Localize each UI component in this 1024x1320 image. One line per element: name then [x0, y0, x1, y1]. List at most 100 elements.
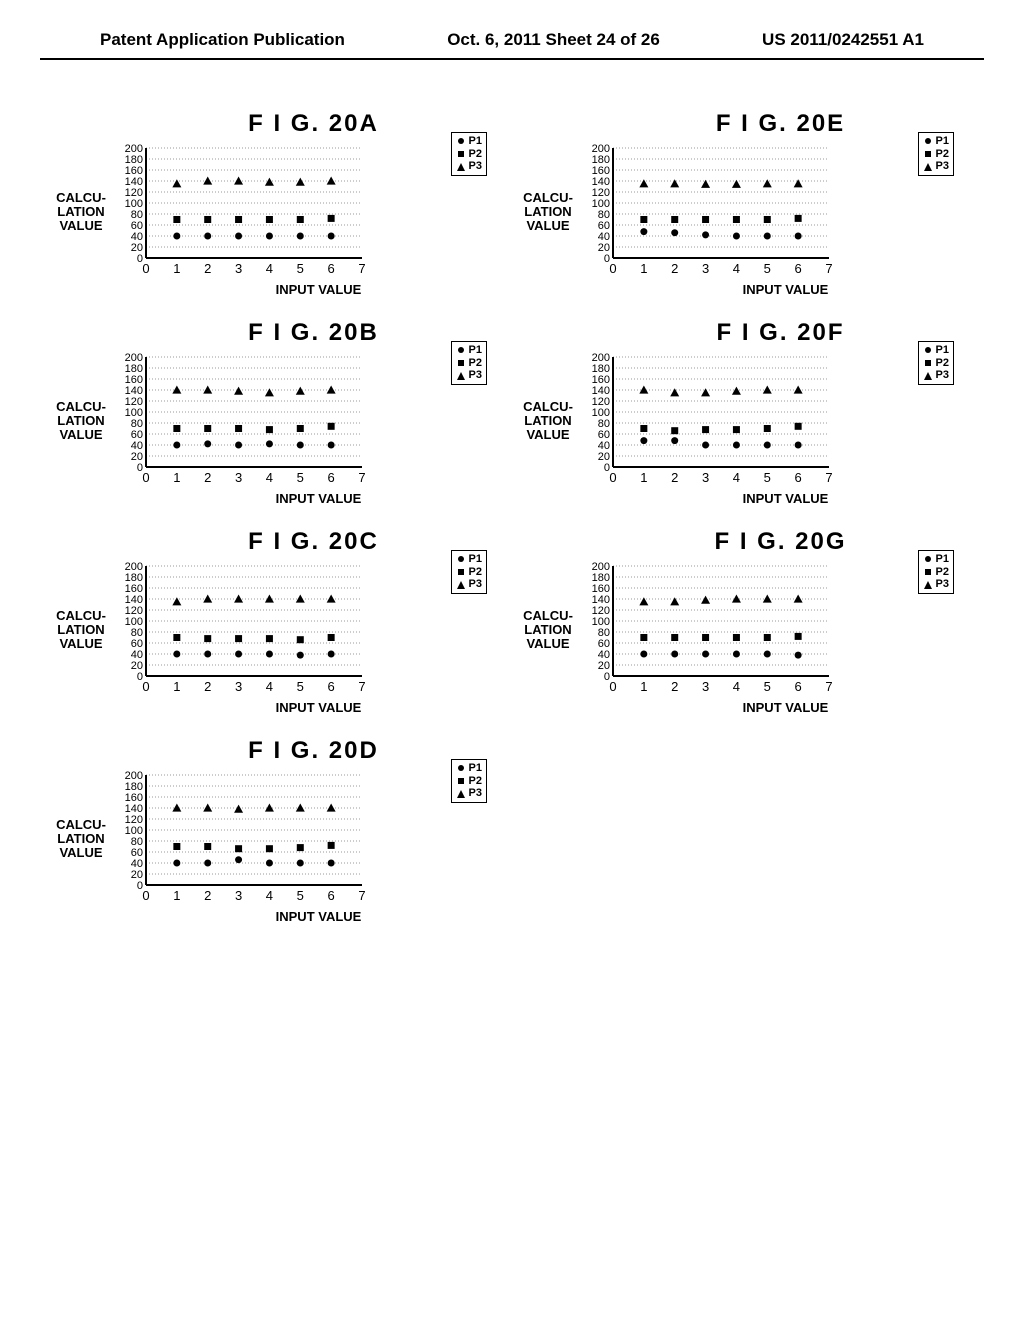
svg-text:20: 20 — [131, 451, 143, 463]
svg-text:160: 160 — [125, 165, 143, 177]
figure-title: F I G. 20F — [607, 319, 954, 347]
svg-text:5: 5 — [764, 679, 771, 694]
svg-text:40: 40 — [131, 858, 143, 870]
svg-text:2: 2 — [204, 888, 211, 903]
svg-text:5: 5 — [297, 261, 304, 276]
svg-text:1: 1 — [640, 679, 647, 694]
legend: P1 P2 P3 — [451, 550, 487, 594]
plot-area: 02040608010012014016018020001234567 — [112, 560, 372, 700]
svg-text:0: 0 — [142, 261, 149, 276]
svg-text:20: 20 — [598, 451, 610, 463]
svg-text:7: 7 — [358, 679, 365, 694]
chart-panel: F I G. 20G P1 P2 P3 CALCU-LATIONVALUE 02… — [517, 528, 954, 715]
svg-text:140: 140 — [125, 385, 143, 397]
legend-p2: P2 — [923, 148, 949, 161]
svg-text:3: 3 — [235, 679, 242, 694]
x-axis-label: INPUT VALUE — [617, 282, 954, 297]
legend-p1: P1 — [923, 344, 949, 357]
svg-text:7: 7 — [825, 470, 832, 485]
svg-text:6: 6 — [328, 470, 335, 485]
svg-text:20: 20 — [598, 660, 610, 672]
chart-panel: F I G. 20C P1 P2 P3 CALCU-LATIONVALUE 0 2… — [50, 528, 487, 715]
svg-text:0: 0 — [142, 679, 149, 694]
svg-text:20: 20 — [598, 242, 610, 254]
legend: P1 P2 P3 — [451, 132, 487, 176]
legend-p3: P3 — [923, 369, 949, 382]
figure-title: F I G. 20C — [140, 528, 487, 556]
legend-p2: P2 — [456, 775, 482, 788]
legend-p3: P3 — [456, 578, 482, 591]
empty-cell — [517, 737, 954, 924]
svg-text:140: 140 — [125, 803, 143, 815]
svg-text:120: 120 — [125, 396, 143, 408]
x-axis-label: INPUT VALUE — [617, 491, 954, 506]
legend: P1 P2 P3 — [918, 550, 954, 594]
figure-title: F I G. 20D — [140, 737, 487, 765]
legend-p2: P2 — [456, 566, 482, 579]
svg-text:20: 20 — [131, 242, 143, 254]
legend-p1: P1 — [456, 553, 482, 566]
svg-text:200: 200 — [125, 352, 143, 364]
x-axis-label: INPUT VALUE — [150, 909, 487, 924]
legend-p1: P1 — [456, 762, 482, 775]
svg-text:1: 1 — [640, 470, 647, 485]
svg-text:100: 100 — [125, 825, 143, 837]
svg-text:100: 100 — [592, 407, 610, 419]
svg-text:40: 40 — [598, 231, 610, 243]
y-axis-label: CALCU-LATIONVALUE — [517, 609, 579, 652]
svg-text:160: 160 — [592, 583, 610, 595]
svg-text:20: 20 — [131, 660, 143, 672]
svg-text:5: 5 — [764, 261, 771, 276]
svg-text:60: 60 — [131, 220, 143, 232]
svg-text:140: 140 — [125, 594, 143, 606]
y-axis-label: CALCU-LATIONVALUE — [50, 400, 112, 443]
header-right: US 2011/0242551 A1 — [762, 30, 924, 50]
svg-text:180: 180 — [592, 154, 610, 166]
svg-text:2: 2 — [671, 470, 678, 485]
svg-text:180: 180 — [125, 363, 143, 375]
header-mid: Oct. 6, 2011 Sheet 24 of 26 — [447, 30, 660, 50]
svg-text:2: 2 — [671, 261, 678, 276]
svg-text:80: 80 — [131, 209, 143, 221]
svg-text:4: 4 — [266, 470, 273, 485]
svg-text:100: 100 — [592, 616, 610, 628]
svg-text:5: 5 — [297, 470, 304, 485]
svg-text:0: 0 — [142, 888, 149, 903]
svg-text:6: 6 — [328, 888, 335, 903]
legend: P1 P2 P3 — [918, 132, 954, 176]
svg-text:7: 7 — [825, 261, 832, 276]
legend: P1 P2 P3 — [451, 341, 487, 385]
svg-text:140: 140 — [592, 176, 610, 188]
legend-p3: P3 — [456, 369, 482, 382]
figure-title: F I G. 20B — [140, 319, 487, 347]
x-axis-label: INPUT VALUE — [150, 282, 487, 297]
svg-text:3: 3 — [702, 470, 709, 485]
svg-text:3: 3 — [702, 261, 709, 276]
legend-p3: P3 — [456, 160, 482, 173]
y-axis-label: CALCU-LATIONVALUE — [517, 400, 579, 443]
svg-text:2: 2 — [204, 470, 211, 485]
svg-text:120: 120 — [125, 605, 143, 617]
svg-text:4: 4 — [733, 470, 740, 485]
svg-text:20: 20 — [131, 869, 143, 881]
svg-text:40: 40 — [131, 440, 143, 452]
svg-text:100: 100 — [592, 198, 610, 210]
svg-text:6: 6 — [328, 679, 335, 694]
legend-p3: P3 — [923, 578, 949, 591]
y-axis-label: CALCU-LATIONVALUE — [50, 609, 112, 652]
svg-text:1: 1 — [173, 679, 180, 694]
svg-text:200: 200 — [592, 352, 610, 364]
figure-grid: F I G. 20A P1 P2 P3 CALCU-LATIONVALUE 02… — [0, 60, 1024, 964]
svg-text:7: 7 — [358, 888, 365, 903]
svg-text:4: 4 — [733, 261, 740, 276]
header-left: Patent Application Publication — [100, 30, 345, 50]
svg-text:200: 200 — [125, 561, 143, 573]
svg-text:140: 140 — [592, 385, 610, 397]
svg-text:80: 80 — [131, 836, 143, 848]
svg-text:160: 160 — [592, 165, 610, 177]
svg-text:5: 5 — [764, 470, 771, 485]
svg-text:120: 120 — [592, 396, 610, 408]
svg-text:60: 60 — [131, 847, 143, 859]
legend-p3: P3 — [456, 787, 482, 800]
plot-area: 02040608010012014016018020001234567 — [579, 351, 839, 491]
